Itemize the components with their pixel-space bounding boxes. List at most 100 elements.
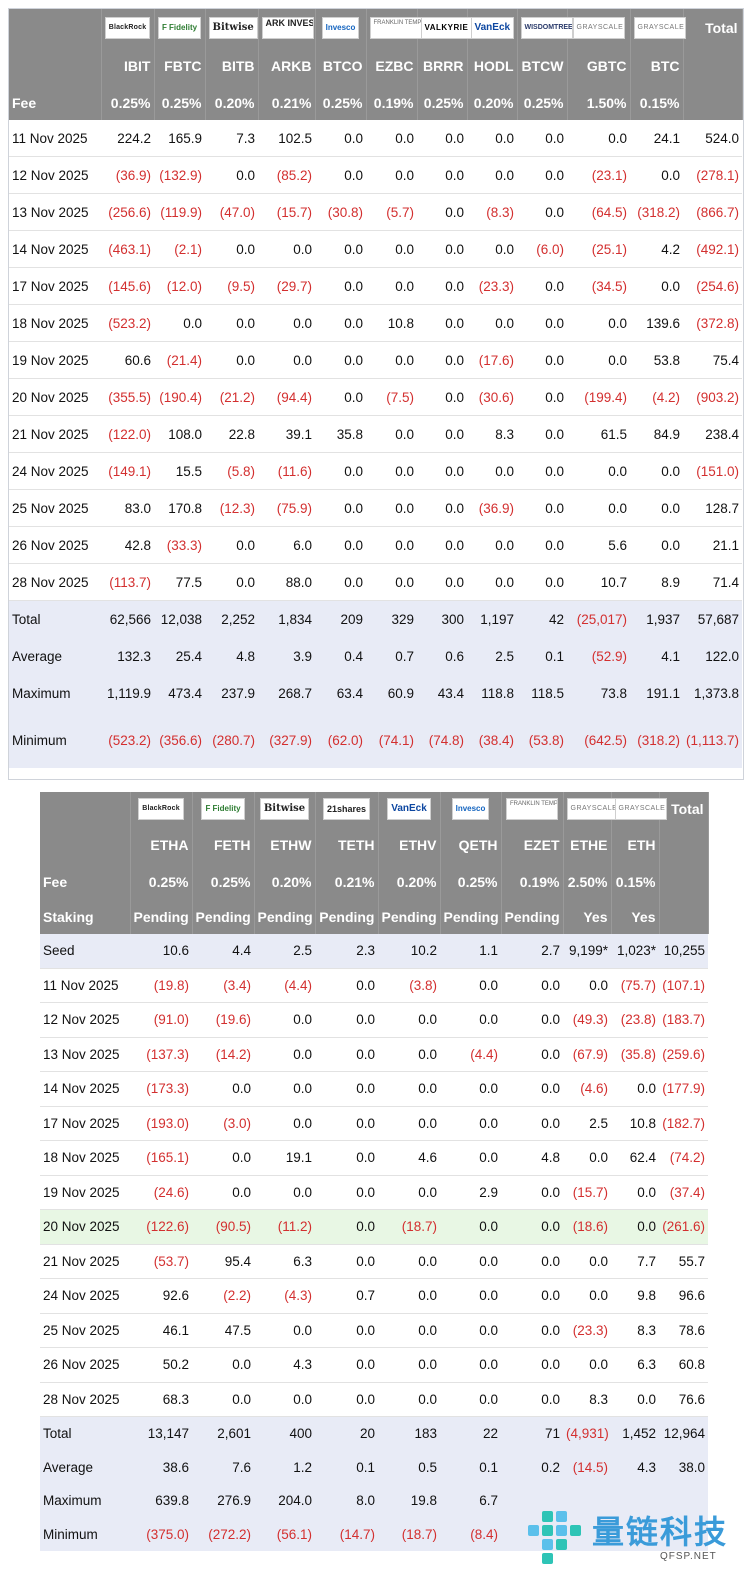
summary-row: Minimum (523.2) (356.6) (280.7) (327.9) (62.0… — [9, 712, 742, 768]
flow-value: 108.0 — [154, 415, 205, 453]
ticker-row-label — [40, 826, 131, 864]
flow-value: 4.6 — [378, 1140, 440, 1176]
flow-value: (165.1) — [130, 1140, 192, 1176]
flow-value: 0.0 — [501, 1382, 563, 1417]
flow-value: 47.5 — [192, 1313, 254, 1348]
summary-value: (375.0) — [130, 1517, 192, 1551]
ticker-header: TETH — [315, 826, 379, 864]
summary-value: 43.4 — [417, 675, 467, 712]
summary-label: Minimum — [40, 1517, 130, 1551]
summary-value: (1,113.7) — [683, 712, 742, 768]
summary-value: 3.9 — [258, 638, 315, 675]
table-row: 12 Nov 2025 (36.9) (132.9) 0.0 (85.2) 0.0 0.0 0… — [9, 156, 742, 194]
summary-value: 1,937 — [630, 600, 683, 638]
franklin-logo: FRANKLIN TEMPLETON — [506, 798, 558, 820]
fee-label: Fee — [40, 864, 131, 899]
flow-value: 0.0 — [205, 230, 258, 268]
flow-value: 84.9 — [630, 415, 683, 453]
flow-value: (15.7) — [258, 193, 315, 231]
fee-value: 0.25% — [417, 85, 468, 120]
21shares-logo: 21shares — [322, 798, 371, 820]
flow-value: (15.7) — [563, 1175, 611, 1210]
table-row: 18 Nov 2025 (523.2) 0.0 0.0 0.0 0.0 10.8 0.0 0.0… — [9, 304, 742, 342]
staking-total-blank — [659, 899, 709, 934]
summary-value: 4.1 — [630, 638, 683, 675]
flow-value: 0.0 — [440, 1313, 501, 1348]
row-date-label: 26 Nov 2025 — [40, 1347, 130, 1383]
flow-value: 8.3 — [563, 1382, 611, 1417]
flow-value: (3.8) — [378, 968, 440, 1003]
table-row: 14 Nov 2025 (463.1) (2.1) 0.0 0.0 0.0 0.0 0.0 0.… — [9, 230, 742, 268]
staking-value: Yes — [611, 899, 660, 934]
table-row: 25 Nov 2025 83.0 170.8 (12.3) (75.9) 0.0 0.0 0.… — [9, 489, 742, 527]
flow-value: 0.0 — [517, 563, 567, 601]
flow-value: 0.0 — [417, 452, 467, 490]
total-column-header: Total — [659, 792, 709, 826]
flow-value: (90.5) — [192, 1209, 254, 1245]
flow-value: 92.6 — [130, 1278, 192, 1314]
flow-value: 0.0 — [254, 1071, 315, 1107]
flow-value: 170.8 — [154, 489, 205, 527]
flow-value: 0.0 — [378, 1278, 440, 1314]
flow-value: (254.6) — [683, 267, 742, 305]
flow-value: 6.3 — [611, 1347, 659, 1383]
flow-value: 0.0 — [467, 230, 517, 268]
staking-label: Staking — [40, 899, 131, 934]
flow-value: 0.0 — [440, 1278, 501, 1314]
flow-value: (122.6) — [130, 1209, 192, 1245]
watermark: 量链科技 QFSP.NET — [520, 1505, 745, 1571]
bitwise-logo: Bitwise — [259, 798, 310, 820]
flow-value: 0.0 — [192, 1071, 254, 1107]
fee-label: Fee — [9, 85, 102, 120]
flow-value: 0.0 — [315, 1244, 378, 1279]
ticker-header: BTCW — [517, 47, 568, 85]
row-date-label: 19 Nov 2025 — [40, 1175, 130, 1210]
staking-value: Yes — [563, 899, 612, 934]
row-date-label: 20 Nov 2025 — [40, 1209, 130, 1245]
flow-value: 0.0 — [315, 1037, 378, 1072]
summary-value: 13,147 — [130, 1416, 192, 1451]
summary-value: 209 — [315, 600, 366, 638]
table-row: 21 Nov 2025 (122.0) 108.0 22.8 39.1 35.8 0.0 0.… — [9, 415, 742, 453]
flow-value: 165.9 — [154, 120, 205, 157]
row-date-label: 24 Nov 2025 — [9, 452, 101, 490]
summary-value: 38.6 — [130, 1450, 192, 1484]
vaneck-logo: VanEck — [387, 798, 431, 820]
flow-value: 8.3 — [467, 415, 517, 453]
flow-value: 95.4 — [192, 1244, 254, 1279]
ticker-row: ETHA FETH ETHW TETH ETHV QETH EZET ETHE ETH — [40, 826, 709, 864]
summary-label: Total — [9, 600, 101, 638]
flow-value: 0.0 — [467, 563, 517, 601]
flow-value: 4.3 — [254, 1347, 315, 1383]
summary-value — [611, 1517, 659, 1551]
logo-cell: Bitwise — [205, 9, 259, 47]
flow-value: (149.1) — [101, 452, 154, 490]
summary-value: (14.7) — [315, 1517, 378, 1551]
flow-value: 0.0 — [467, 120, 517, 157]
summary-value: 0.6 — [417, 638, 467, 675]
flow-value: 0.0 — [440, 1382, 501, 1417]
flow-value: (36.9) — [467, 489, 517, 527]
row-date-label: 24 Nov 2025 — [40, 1278, 130, 1314]
summary-value: (53.8) — [517, 712, 567, 768]
flow-value: 42.8 — [101, 526, 154, 564]
flow-value: 0.0 — [611, 1382, 659, 1417]
table-row: 28 Nov 2025 (113.7) 77.5 0.0 88.0 0.0 0.0 0.0 0.… — [9, 563, 742, 601]
summary-row: Maximum 1,119.9 473.4 237.9 268.7 63.4 60.9 43.… — [9, 675, 742, 712]
summary-value: 12,964 — [659, 1416, 708, 1451]
flow-value: 0.0 — [315, 1002, 378, 1038]
logo-cell: GRAYSCALE — [567, 9, 631, 47]
corner-cell — [9, 9, 102, 47]
summary-value: 118.8 — [467, 675, 517, 712]
flow-value: (18.7) — [378, 1209, 440, 1245]
flow-value: 0.0 — [440, 1140, 501, 1176]
summary-value: (280.7) — [205, 712, 258, 768]
flow-value: 21.1 — [683, 526, 742, 564]
grayscale-logo: GRAYSCALE — [566, 798, 619, 820]
fidelity-logo: F Fidelity — [201, 798, 245, 820]
table-row: 13 Nov 2025 (137.3) (14.2) 0.0 0.0 0.0 (4.4) 0.… — [40, 1037, 708, 1072]
summary-value: 473.4 — [154, 675, 205, 712]
flow-value: 0.0 — [467, 526, 517, 564]
summary-value: 38.0 — [659, 1450, 708, 1484]
flow-value: (47.0) — [205, 193, 258, 231]
